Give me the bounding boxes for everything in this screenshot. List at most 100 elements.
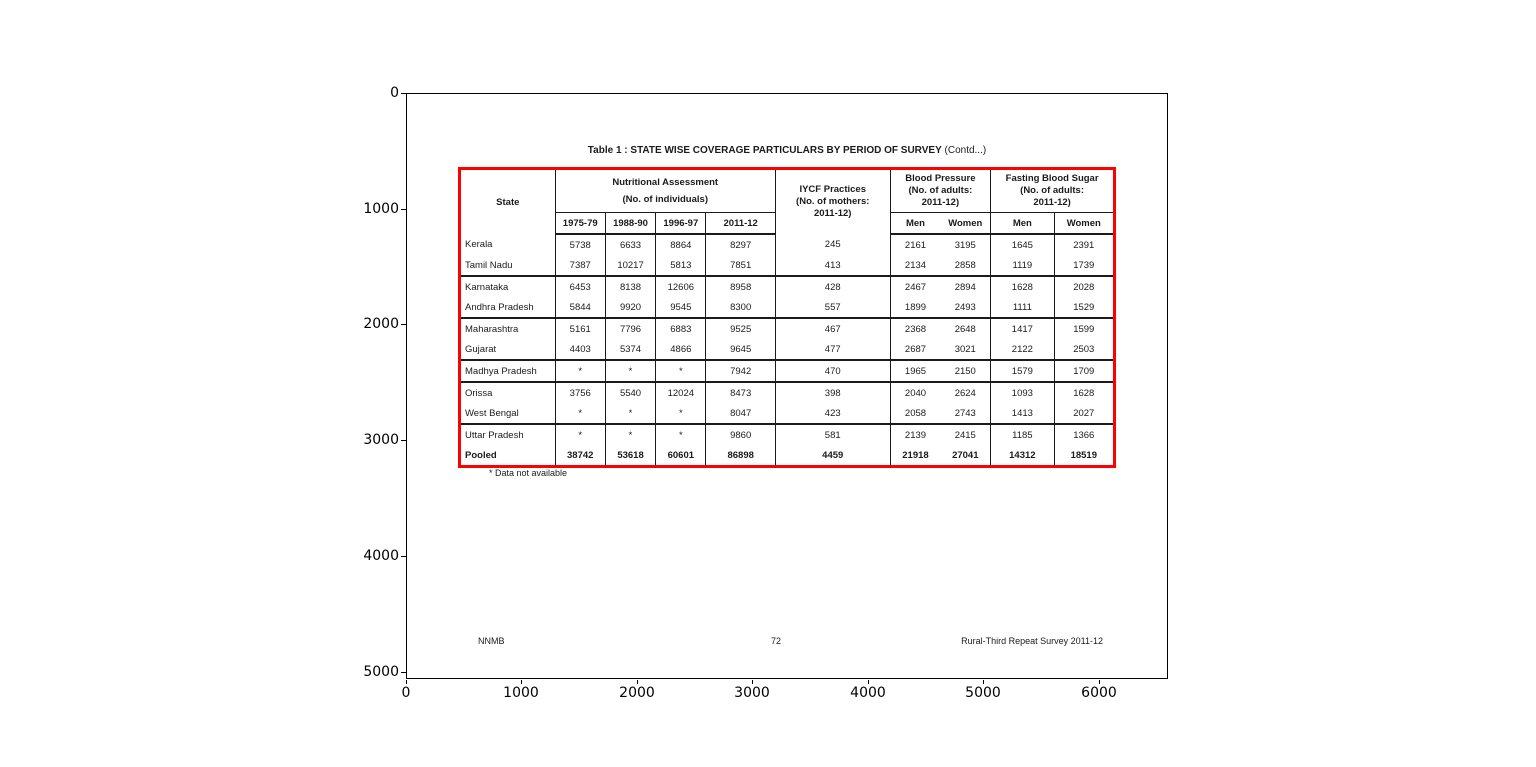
value-cell: 7851 [705, 255, 776, 277]
header-nutritional-line2: (No. of individuals) [622, 193, 708, 205]
value-cell: 9645 [705, 339, 776, 361]
y-tick-mark [401, 209, 406, 210]
header-iycf-line3: 2011-12) [813, 208, 852, 219]
value-cell: 3756 [555, 382, 606, 403]
x-tick-label: 3000 [734, 685, 770, 701]
value-cell: 5738 [555, 234, 606, 255]
value-cell: 428 [775, 276, 891, 297]
title-text: Table 1 : STATE WISE COVERAGE PARTICULAR… [587, 145, 942, 156]
value-cell: 12606 [655, 276, 707, 297]
value-cell: 581 [775, 424, 891, 445]
header-nutritional-assessment: Nutritional Assessment (No. of individua… [555, 168, 776, 213]
value-cell: 1599 [1073, 323, 1095, 335]
header-bp-women: Women [940, 212, 992, 235]
value-cell: 60601 [655, 445, 707, 467]
state-cell: Gujarat [459, 339, 556, 361]
header-iycf-line2: (No. of mothers: [796, 196, 870, 207]
value-cell: 557 [775, 297, 891, 319]
header-nutritional-line1: Nutritional Assessment [612, 176, 719, 188]
value-cell: 1417 [990, 318, 1055, 339]
value-cell: * [605, 403, 657, 425]
table-row: Gujarat 4403 5374 4866 9645 477 2687 3021 2122 25… [459, 339, 1115, 361]
value-cell: 1645 [990, 234, 1055, 255]
y-tick-mark [401, 672, 406, 673]
y-tick-mark [401, 93, 406, 94]
y-tick-label: 5000 [363, 664, 399, 680]
value-cell: 7796 [605, 318, 657, 339]
header-bp-line2: (No. of adults: [908, 185, 973, 196]
table-row: West Bengal * * * 8047 423 2058 2743 1413 2027 [459, 403, 1115, 425]
x-tick-mark [868, 680, 869, 684]
value-cell: 2415 [940, 424, 992, 445]
value-cell: 27041 [940, 445, 992, 467]
state-cell: Maharashtra [459, 318, 556, 339]
x-tick-label: 4000 [850, 685, 886, 701]
value-cell: 2503 [1054, 339, 1115, 361]
y-tick-label: 3000 [363, 432, 399, 448]
coverage-table: State Nutritional Assessment (No. of ind… [458, 167, 1116, 468]
value-cell: 1739 [1054, 255, 1115, 277]
value-cell: 9920 [605, 297, 657, 319]
value-cell: 5161 [555, 318, 606, 339]
value-cell: 3195 [940, 234, 992, 255]
state-cell: Tamil Nadu [459, 255, 556, 277]
value-cell: 2391 [1073, 239, 1095, 251]
table-row: Tamil Nadu 7387 10217 5813 7851 413 2134 2858 11… [459, 255, 1115, 277]
table-row: Pooled 38742 53618 60601 86898 4459 21918 27041… [459, 445, 1115, 467]
table-row: Karnataka 6453 8138 12606 8958 428 2467 2894 162… [459, 276, 1115, 297]
table-row: Andhra Pradesh 5844 9920 9545 8300 557 1899 249… [459, 297, 1115, 319]
footer-page-number: 72 [771, 636, 782, 646]
header-fbs-women: Women [1054, 212, 1115, 235]
header-fbs-line3: 2011-12) [1033, 197, 1071, 208]
value-cell: 1899 [890, 297, 941, 319]
value-cell: 8297 [705, 234, 776, 255]
header-iycf-practices: IYCF Practices (No. of mothers: 2011-12) [775, 168, 891, 234]
value-cell: 1965 [890, 360, 941, 383]
value-cell: 9525 [705, 318, 776, 339]
value-cell: * [655, 360, 707, 383]
value-cell: 2624 [940, 382, 992, 403]
y-tick-mark [401, 556, 406, 557]
value-cell: * [555, 403, 606, 425]
value-cell: 413 [775, 255, 891, 277]
value-cell: 1185 [990, 424, 1055, 445]
value-cell: 1529 [1054, 297, 1115, 319]
value-cell: 2161 [904, 239, 927, 251]
header-year: 1975-79 [555, 212, 606, 235]
value-cell: 2687 [890, 339, 941, 361]
table-row: Orissa 3756 5540 12024 8473 398 2040 2624 1093 16… [459, 382, 1115, 403]
value-cell: 2368 [904, 323, 927, 335]
value-cell: 2139 [904, 429, 927, 441]
document-title: Table 1 : STATE WISE COVERAGE PARTICULAR… [458, 145, 1116, 156]
x-tick-mark [752, 680, 753, 684]
value-cell: 9545 [655, 297, 707, 319]
title-suffix: (Contd...) [941, 145, 987, 156]
value-cell: 6883 [655, 318, 707, 339]
value-cell: * [655, 424, 707, 445]
header-bp-line1: Blood Pressure [905, 173, 976, 184]
y-tick-label: 2000 [363, 316, 399, 332]
state-cell: Andhra Pradesh [459, 297, 556, 319]
value-cell: 86898 [705, 445, 776, 467]
value-cell: 9860 [705, 424, 776, 445]
y-tick-label: 4000 [363, 548, 399, 564]
value-cell: 470 [775, 360, 891, 383]
table-row: Maharashtra 5161 7796 6883 9525 467 2368 2648 14… [459, 318, 1115, 339]
header-year: 2011-12 [705, 212, 776, 235]
value-cell: 7387 [555, 255, 606, 277]
value-cell: 8138 [605, 276, 657, 297]
y-tick-mark [401, 324, 406, 325]
table-row: Uttar Pradesh * * * 9860 581 2139 2415 1185 1366 [459, 424, 1115, 445]
header-iycf-line1: IYCF Practices [799, 184, 866, 195]
y-tick-label: 0 [390, 85, 399, 101]
x-tick-label: 2000 [619, 685, 655, 701]
value-cell: 2040 [904, 387, 927, 399]
value-cell: 1366 [1073, 429, 1095, 441]
value-cell: 2150 [940, 360, 992, 383]
header-year: 1988-90 [605, 212, 657, 235]
value-cell: 1093 [990, 382, 1055, 403]
state-cell: Orissa [459, 382, 556, 403]
value-cell: 38742 [555, 445, 606, 467]
value-cell: 1111 [990, 297, 1055, 319]
